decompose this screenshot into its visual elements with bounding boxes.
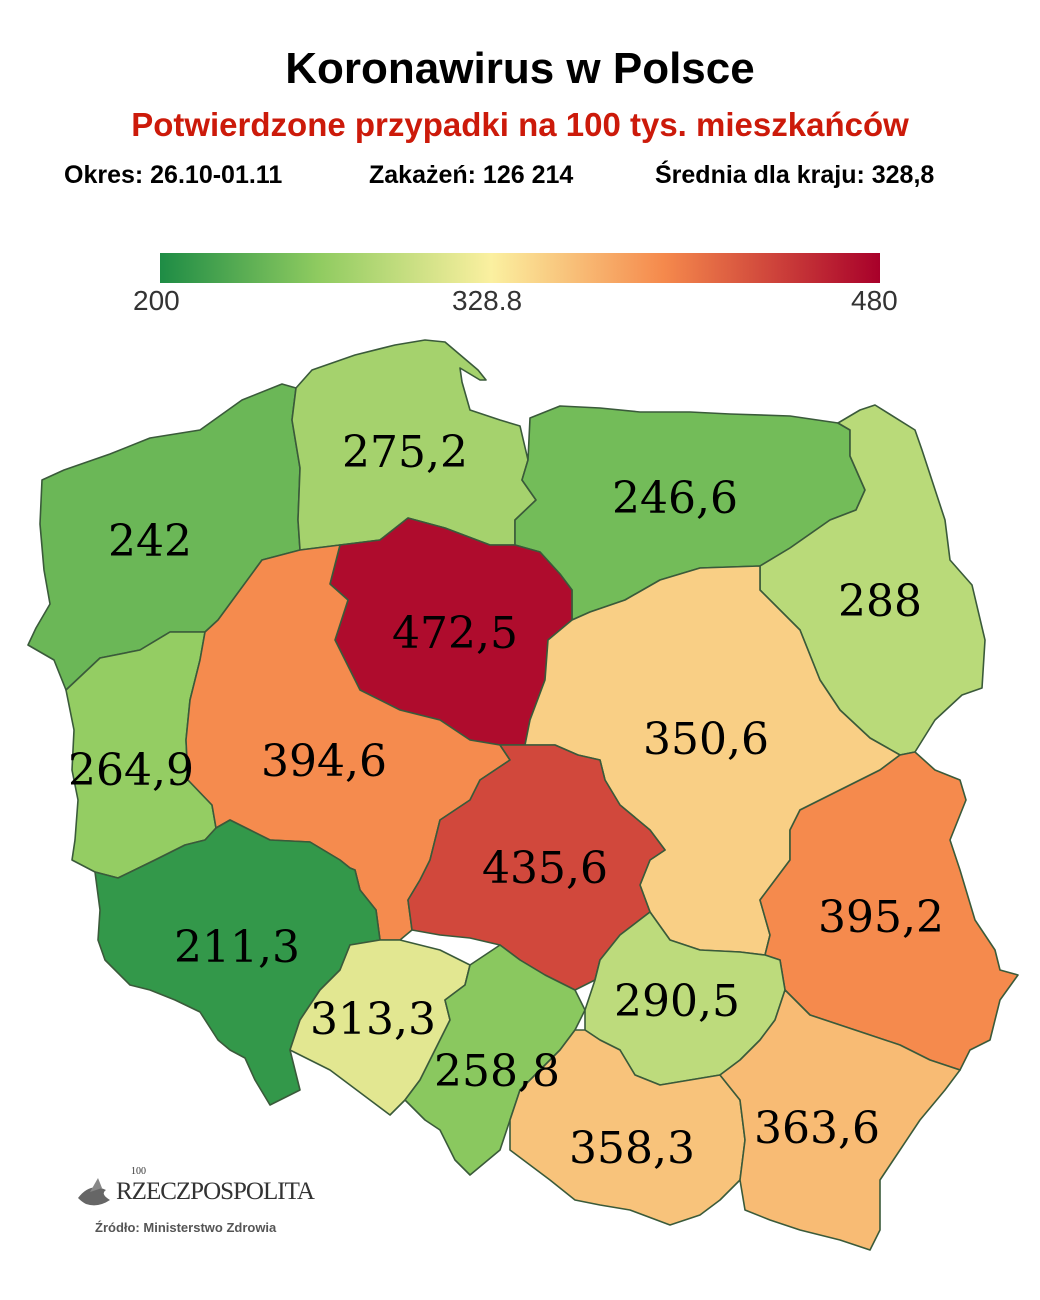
map-subtitle: Potwierdzone przypadki na 100 tys. miesz… (131, 106, 909, 143)
region-label-kujawsko-pomorskie: 472,5 (392, 608, 518, 659)
publisher-logo: RZECZPOSPOLITA (116, 1178, 315, 1205)
region-malopolskie (509, 1029, 746, 1226)
region-label-mazowieckie: 350,6 (643, 714, 769, 765)
region-label-lubuskie: 264,9 (68, 745, 194, 796)
region-label-wielkopolskie: 394,6 (261, 736, 387, 787)
stat-cases: Zakażeń: 126 214 (369, 161, 574, 189)
stat-average: Średnia dla kraju: 328,8 (655, 161, 935, 189)
region-label-dolnoslaskie: 211,3 (174, 922, 300, 973)
region-podkarpackie (719, 989, 961, 1251)
region-label-swietokrzyskie: 290,5 (614, 976, 740, 1027)
region-slaskie (404, 944, 586, 1176)
region-label-zachodniopomorskie: 242 (108, 516, 192, 567)
stat-period: Okres: 26.10-01.11 (64, 161, 283, 189)
region-label-warminsko-mazurskie: 246,6 (612, 473, 738, 524)
scale-mid-label: 328.8 (452, 285, 523, 316)
region-label-lodzkie: 435,6 (482, 843, 608, 894)
source-note: Źródło: Ministerstwo Zdrowia (95, 1220, 277, 1235)
region-label-malopolskie: 358,3 (569, 1123, 695, 1174)
region-label-opolskie: 313,3 (310, 994, 436, 1045)
map-title: Koronawirus w Polsce (285, 44, 755, 93)
region-label-podkarpackie: 363,6 (754, 1103, 880, 1154)
scale-min-label: 200 (133, 285, 180, 316)
region-label-lubelskie: 395,2 (818, 892, 944, 943)
color-scale-bar (160, 253, 880, 283)
scale-max-label: 480 (851, 285, 898, 316)
eagle-logo-icon (78, 1178, 110, 1206)
region-label-pomorskie: 275,2 (342, 427, 468, 478)
region-label-slaskie: 258,8 (434, 1046, 560, 1097)
region-lodzkie (407, 744, 666, 991)
logo-years: 100 (131, 1166, 146, 1177)
region-label-podlaskie: 288 (838, 576, 922, 627)
